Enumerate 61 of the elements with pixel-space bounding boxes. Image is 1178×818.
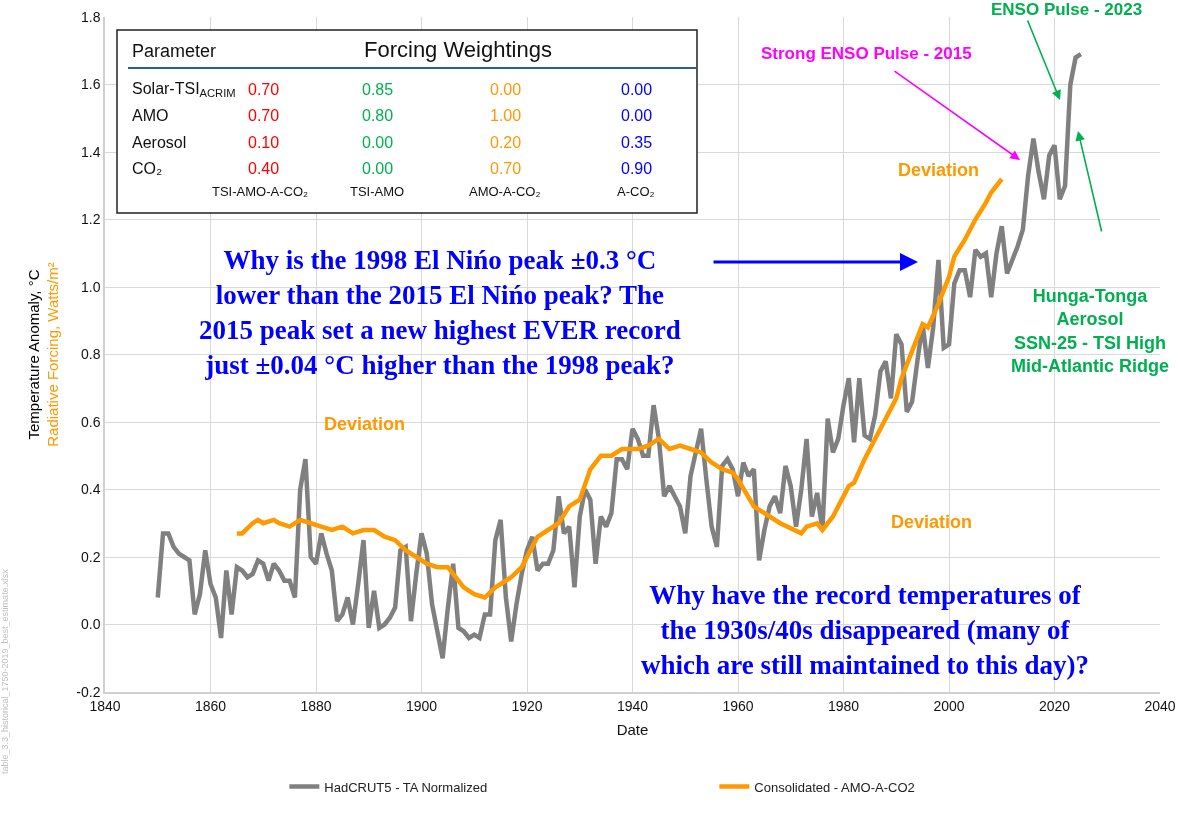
annotation: 0.85 — [362, 81, 394, 98]
y-tick-label: 0.4 — [80, 481, 101, 498]
y-tick-label: 0.8 — [80, 346, 101, 363]
annotation: 0.70 — [490, 160, 522, 177]
annotation: ENSO Pulse - 2023 — [991, 0, 1143, 19]
annotation: 1.00 — [490, 107, 522, 124]
x-tick-label: 2040 — [1144, 697, 1176, 714]
annotation: Deviation — [891, 512, 973, 532]
annotation: 0.80 — [362, 107, 394, 124]
y-tick-label: 0.2 — [80, 548, 101, 565]
annotation: 0.00 — [621, 107, 653, 124]
y-tick-label: 0.0 — [80, 616, 101, 633]
y-tick-label: -0.2 — [76, 683, 101, 700]
y-tick-label: 1.6 — [80, 76, 101, 93]
annotation: 0.70 — [248, 107, 280, 124]
y-tick-label: 0.6 — [80, 413, 101, 430]
x-tick-label: 1980 — [827, 697, 860, 714]
annotation: 0.10 — [248, 134, 280, 151]
x-tick-label: 1900 — [405, 697, 438, 714]
x-tick-label: 1840 — [89, 697, 121, 714]
annotation: 0.90 — [621, 160, 653, 177]
y-tick-label: 1.0 — [80, 278, 101, 295]
annotation: 0.00 — [362, 134, 394, 151]
x-tick-label: 1920 — [511, 697, 543, 714]
annotation: TSI-AMO-A-CO₂ — [212, 184, 309, 199]
annotation: TSI-AMO — [350, 184, 405, 199]
annotation: AMO-A-CO₂ — [469, 184, 541, 199]
annotation: 0.35 — [621, 134, 653, 151]
annotation: Strong ENSO Pulse - 2015 — [761, 44, 972, 63]
annotation: 0.00 — [362, 160, 394, 177]
annotation: Why is the 1998 El Nińo peak ±0.3 °C lower than the 2015 El Nińo peak? The 2015 peak set a new highest EVER record just ±0.04 °C higher than the 1998 peak? — [199, 245, 681, 381]
y-tick-label: 1.2 — [80, 211, 101, 228]
annotation: 0.70 — [248, 81, 280, 98]
y-tick-label: 1.8 — [80, 8, 101, 25]
text: table_3.3_historical_1750-2019_best_estimate.xlsx — [0, 568, 10, 774]
x-tick-label: 2000 — [933, 697, 965, 714]
annotation: Solar-TSI$_{ACRIM}$ — [132, 80, 236, 100]
annotation: Why have the record temperatures of the 1930s/40s disappeared (many of which are still maintained to this day)? — [641, 580, 1090, 681]
legend-label: Consolidated - AMO-A-CO2 — [754, 779, 915, 795]
annotation: Deviation — [898, 160, 980, 180]
legend-label: HadCRUT5 - TA Normalized — [324, 779, 488, 795]
annotation: 0.00 — [490, 81, 522, 98]
annotation: Aerosol — [132, 134, 187, 151]
annotation: AMO — [132, 107, 169, 124]
annotation: 0.20 — [490, 134, 522, 151]
x-tick-label: 1960 — [722, 697, 754, 714]
x-tick-label: 2020 — [1038, 697, 1071, 714]
x-tick-label: 1860 — [194, 697, 227, 714]
annotation: Hunga-Tonga Aerosol SSN-25 - TSI High Mid-Atlantic Ridge — [1011, 286, 1169, 377]
annotation: A-CO₂ — [617, 184, 655, 199]
annotation: Parameter — [132, 41, 217, 61]
annotation: CO₂ — [132, 160, 163, 177]
x-tick-label: 1880 — [300, 697, 332, 714]
y-tick-label: 1.4 — [80, 143, 101, 160]
x-tick-label: 1940 — [616, 697, 649, 714]
annotation: Forcing Weightings — [364, 37, 552, 62]
x-axis-title: Date — [616, 721, 649, 739]
annotation: 0.00 — [621, 81, 653, 98]
y-axis-title: Temperature Anomaly, °C Radiative Forcing, Watts/m² — [24, 262, 62, 447]
annotation: Deviation — [324, 414, 406, 434]
annotation: 0.40 — [248, 160, 280, 177]
